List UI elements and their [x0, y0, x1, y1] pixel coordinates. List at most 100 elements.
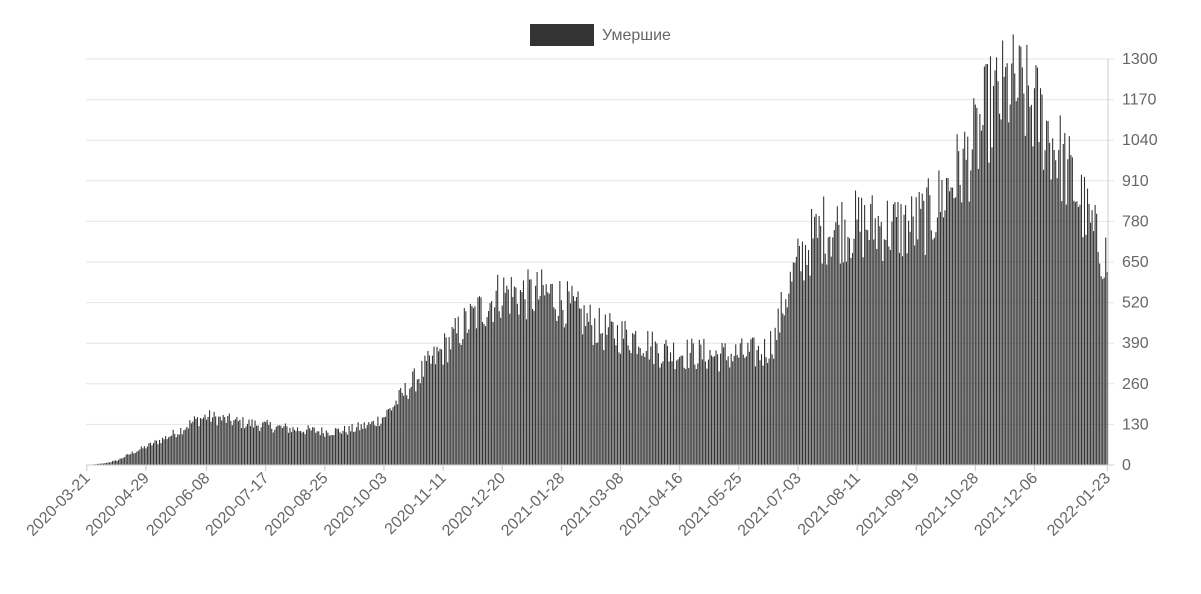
bar[interactable]: [803, 280, 805, 465]
bar[interactable]: [131, 451, 133, 465]
bar[interactable]: [425, 360, 427, 465]
bar[interactable]: [915, 197, 917, 465]
bar[interactable]: [903, 214, 905, 465]
bar[interactable]: [751, 337, 753, 465]
bar[interactable]: [1076, 201, 1078, 465]
bar[interactable]: [212, 417, 214, 465]
bar[interactable]: [1083, 176, 1086, 465]
bar[interactable]: [782, 313, 784, 465]
bar[interactable]: [627, 345, 629, 465]
bar[interactable]: [1023, 93, 1025, 466]
bar[interactable]: [830, 256, 832, 465]
bar[interactable]: [958, 151, 960, 465]
bar[interactable]: [789, 271, 791, 465]
bar[interactable]: [1085, 234, 1087, 465]
bar[interactable]: [384, 416, 387, 465]
bar[interactable]: [242, 417, 244, 465]
bar[interactable]: [1035, 65, 1037, 465]
bar[interactable]: [339, 432, 341, 465]
bar[interactable]: [196, 417, 198, 465]
bar[interactable]: [683, 367, 685, 465]
bar[interactable]: [583, 305, 585, 465]
bar[interactable]: [1099, 263, 1101, 465]
bar[interactable]: [383, 417, 385, 465]
bar[interactable]: [274, 429, 276, 465]
bar[interactable]: [175, 437, 177, 465]
bar[interactable]: [559, 281, 561, 465]
bar[interactable]: [289, 427, 291, 465]
bar[interactable]: [507, 289, 509, 465]
bar[interactable]: [433, 346, 435, 465]
bar[interactable]: [768, 358, 770, 465]
bar[interactable]: [239, 419, 241, 465]
bar[interactable]: [663, 343, 666, 465]
bar[interactable]: [809, 275, 811, 465]
bar[interactable]: [977, 168, 979, 465]
bar[interactable]: [798, 245, 800, 465]
bar[interactable]: [519, 290, 521, 465]
bar[interactable]: [522, 280, 524, 465]
bar[interactable]: [394, 405, 396, 465]
bar[interactable]: [818, 215, 820, 465]
bar[interactable]: [704, 361, 706, 465]
bar[interactable]: [724, 343, 726, 465]
bar[interactable]: [698, 339, 700, 465]
bar[interactable]: [838, 224, 840, 465]
bar[interactable]: [842, 262, 844, 465]
bar[interactable]: [771, 354, 773, 465]
bar[interactable]: [762, 365, 764, 465]
bar[interactable]: [428, 355, 430, 465]
bar[interactable]: [791, 281, 793, 465]
bar[interactable]: [390, 410, 393, 465]
bar[interactable]: [845, 261, 847, 465]
bar[interactable]: [679, 356, 681, 465]
bar[interactable]: [463, 308, 465, 465]
bar[interactable]: [829, 236, 831, 465]
bar[interactable]: [713, 356, 716, 465]
bar[interactable]: [807, 250, 810, 465]
bar[interactable]: [635, 330, 637, 465]
bar[interactable]: [686, 339, 688, 465]
bar[interactable]: [650, 346, 652, 465]
bar[interactable]: [901, 256, 904, 465]
bar[interactable]: [853, 238, 855, 465]
bar[interactable]: [618, 352, 620, 465]
bar[interactable]: [971, 149, 973, 465]
bar[interactable]: [920, 208, 922, 465]
bar[interactable]: [566, 281, 568, 465]
bar[interactable]: [401, 392, 403, 465]
bar[interactable]: [736, 355, 738, 465]
bar[interactable]: [949, 191, 951, 465]
bar[interactable]: [858, 197, 860, 465]
bar[interactable]: [585, 326, 587, 465]
bar[interactable]: [1106, 272, 1108, 465]
bar[interactable]: [477, 297, 479, 465]
bar[interactable]: [964, 131, 966, 465]
bar[interactable]: [410, 386, 412, 465]
legend[interactable]: Умершие: [530, 24, 671, 46]
bar[interactable]: [871, 195, 873, 465]
bar[interactable]: [565, 323, 567, 465]
bar[interactable]: [495, 290, 497, 465]
bar[interactable]: [1002, 40, 1004, 466]
bar[interactable]: [350, 431, 352, 465]
bar[interactable]: [460, 344, 462, 465]
bar[interactable]: [801, 241, 804, 465]
bar[interactable]: [1050, 179, 1052, 465]
bar[interactable]: [854, 190, 857, 465]
bar[interactable]: [121, 458, 123, 465]
bar[interactable]: [1059, 115, 1061, 466]
bar[interactable]: [1038, 142, 1040, 465]
bar[interactable]: [333, 435, 335, 465]
bar[interactable]: [387, 409, 390, 465]
bar[interactable]: [365, 428, 367, 465]
bar[interactable]: [697, 363, 699, 465]
bar[interactable]: [645, 351, 647, 465]
bar[interactable]: [626, 329, 628, 465]
bar[interactable]: [1067, 159, 1069, 466]
bar[interactable]: [994, 70, 996, 466]
bar[interactable]: [1020, 46, 1022, 466]
bar[interactable]: [876, 248, 878, 465]
bar[interactable]: [501, 305, 503, 465]
bar[interactable]: [286, 426, 288, 465]
